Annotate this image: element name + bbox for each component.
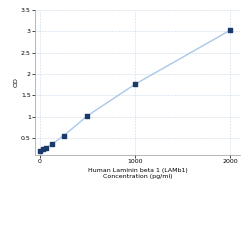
- Point: [62, 134, 66, 138]
- Point: [50, 142, 54, 146]
- Y-axis label: OD: OD: [13, 78, 18, 88]
- Point: [228, 28, 232, 32]
- Point: [133, 82, 137, 86]
- Point: [44, 146, 48, 150]
- X-axis label: Human Laminin beta 1 (LAMb1)
Concentration (pg/ml): Human Laminin beta 1 (LAMb1) Concentrati…: [88, 168, 188, 179]
- Point: [86, 114, 89, 118]
- Point: [38, 149, 42, 153]
- Point: [41, 148, 45, 152]
